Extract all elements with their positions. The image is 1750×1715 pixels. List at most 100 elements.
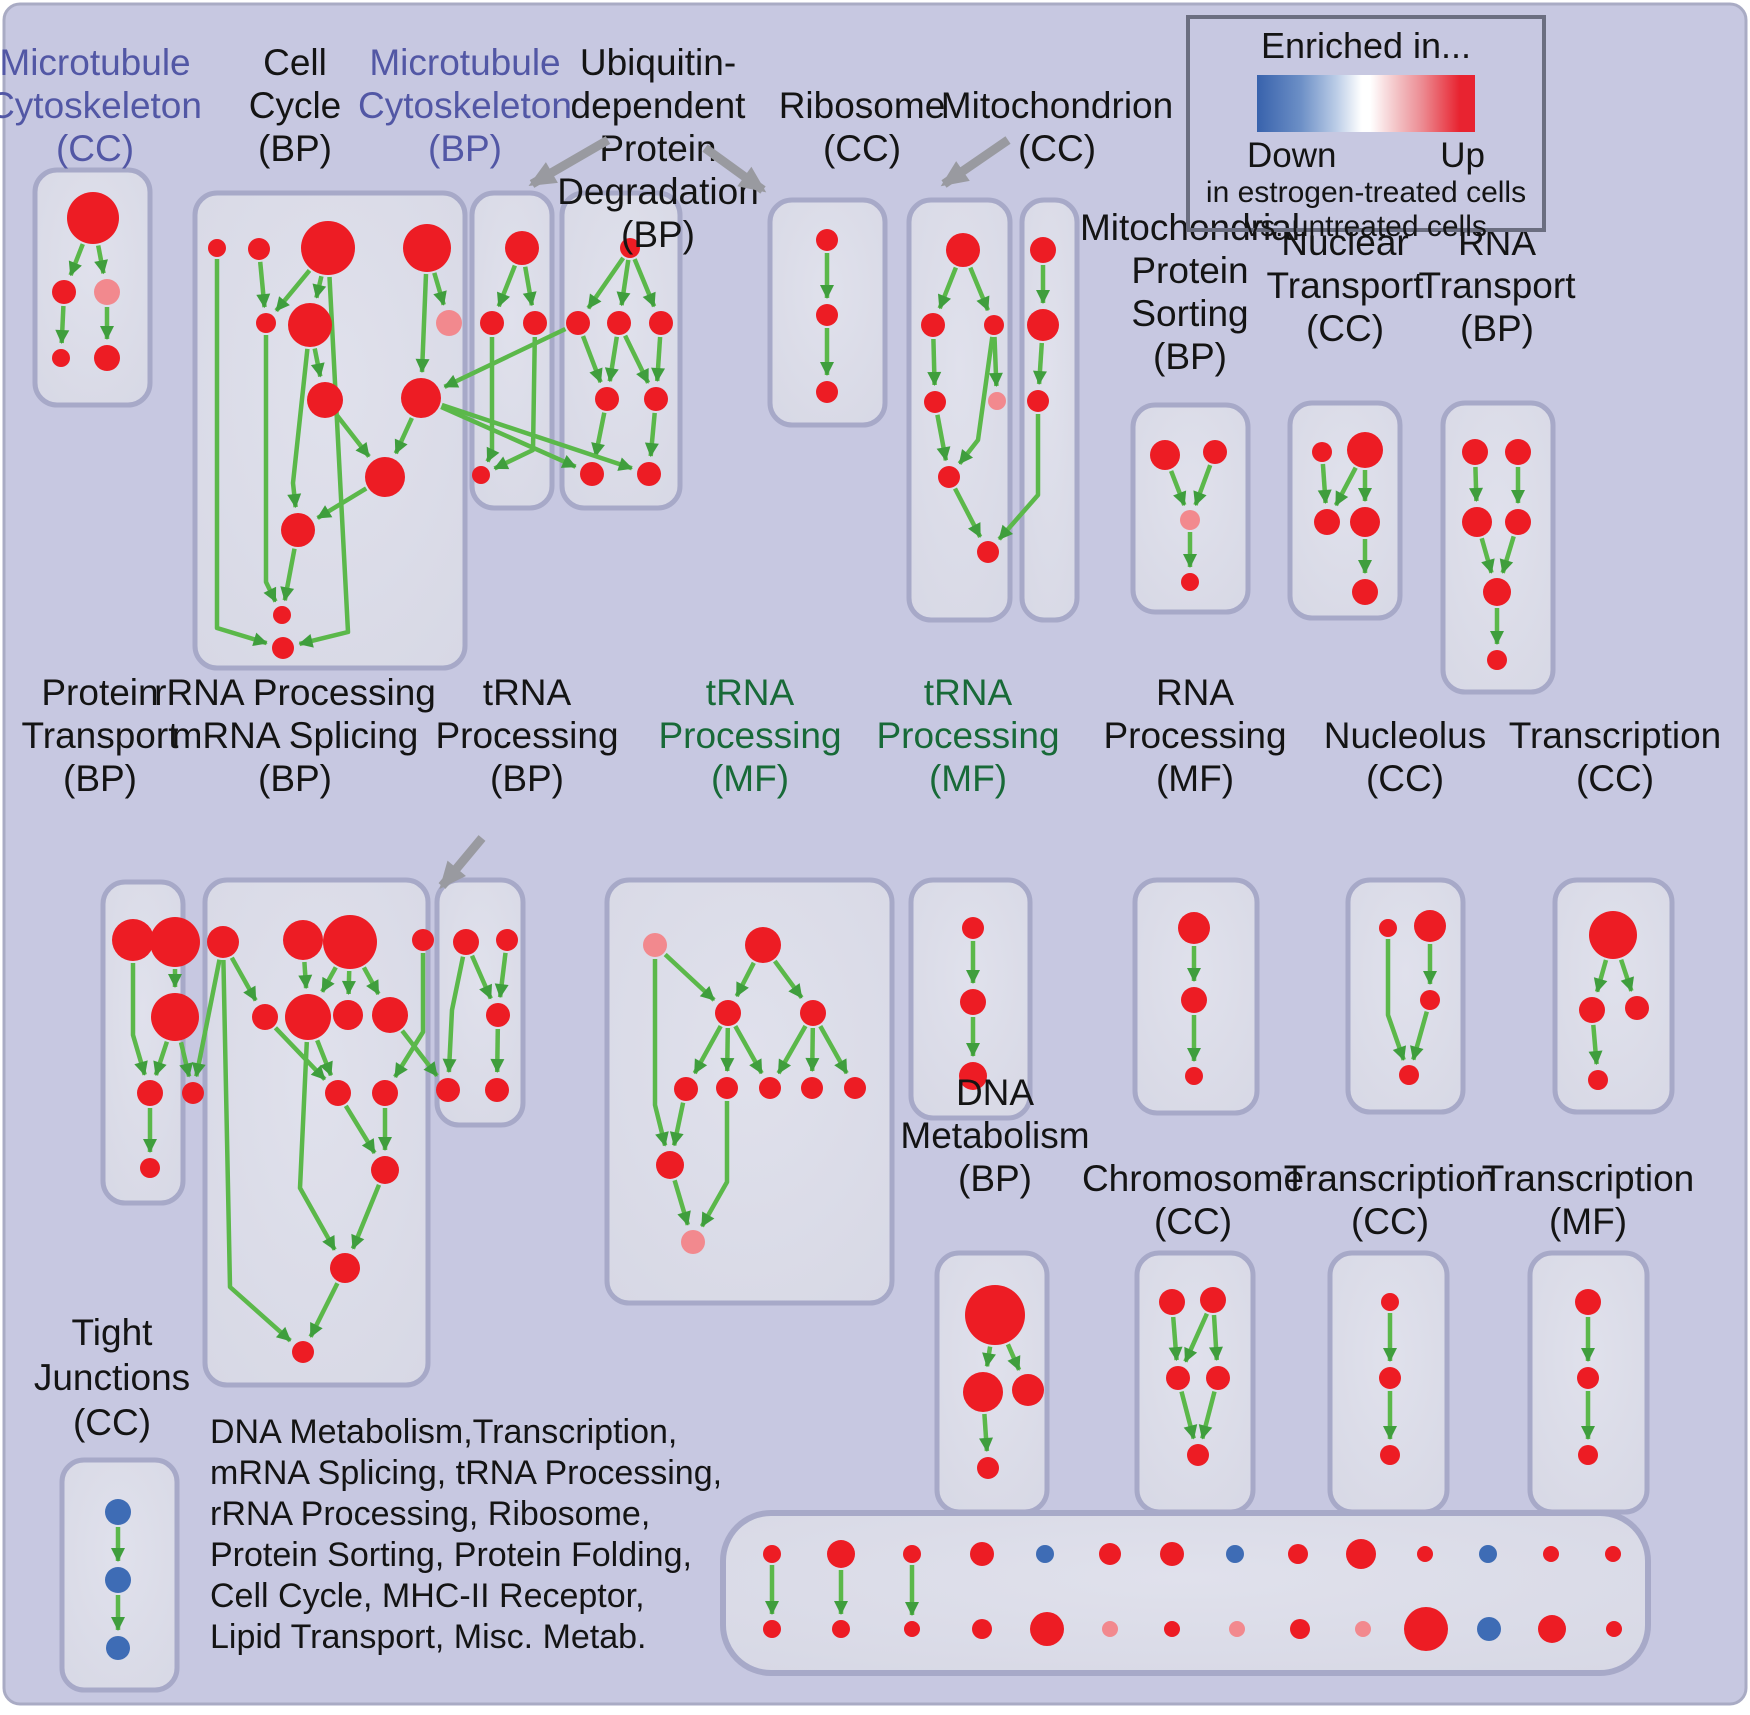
hierarchy-edge [287, 348, 310, 509]
cluster-label-mt-cc: (CC) [56, 128, 134, 169]
hierarchy-edge [335, 414, 371, 458]
hierarchy-edge [953, 487, 983, 538]
hierarchy-edge [273, 1026, 327, 1081]
hierarchy-edge [320, 966, 338, 993]
go-term-node [960, 989, 986, 1015]
go-term-node [1578, 1445, 1598, 1465]
go-term-node [273, 606, 291, 624]
hierarchy-edge [1317, 463, 1332, 504]
go-term-node [921, 313, 945, 337]
cluster-box-nuclear-transport [1287, 400, 1403, 621]
go-term-node [472, 466, 490, 484]
go-term-node [972, 1619, 992, 1639]
annotation-arrow [528, 136, 611, 188]
go-term-node [938, 466, 960, 488]
go-term-node [486, 1003, 510, 1027]
cluster-label-tight-junctions: (CC) [73, 1402, 151, 1443]
hierarchy-edge [94, 245, 108, 275]
hierarchy-edge [623, 334, 651, 384]
hierarchy-edge [393, 953, 426, 1079]
cluster-label-mitochondrion: (CC) [1018, 128, 1096, 169]
hierarchy-edge [1209, 1314, 1223, 1361]
hierarchy-edge [178, 1041, 193, 1078]
misc-clusters-text-block: DNA Metabolism,Transcription, mRNA Splic… [210, 1412, 770, 1658]
hierarchy-edge [350, 1183, 382, 1250]
hierarchy-edge [1410, 1010, 1429, 1061]
cluster-box-mt-cc [32, 167, 153, 408]
hierarchy-edge [1032, 342, 1047, 385]
go-term-node [681, 1230, 705, 1254]
go-term-node [1487, 650, 1507, 670]
misc-text-line: Lipid Transport, Misc. Metab. [210, 1618, 647, 1656]
hierarchy-edge [591, 412, 607, 458]
cluster-label-protein-transport: (BP) [63, 758, 137, 799]
cluster-label-tight-junctions: Tight [72, 1312, 154, 1353]
cluster-box-transcription-cc-a [1552, 877, 1675, 1115]
go-term-node [505, 231, 539, 265]
cluster-label-trna-mf-b: tRNA [924, 672, 1013, 713]
hierarchy-edge [652, 959, 669, 1147]
go-term-node [1030, 237, 1056, 263]
go-term-node [252, 1004, 278, 1030]
go-term-node [977, 1457, 999, 1479]
go-term-node [643, 933, 667, 957]
go-term-node [1625, 996, 1649, 1020]
color-scale-legend: Enriched in... Down Up in estrogen-treat… [1186, 15, 1546, 243]
labels-layer: MicrotubuleCytoskeleton(CC)CellCycle(BP)… [0, 42, 1721, 1443]
hierarchy-edge [256, 261, 271, 309]
go-term-node [485, 1078, 509, 1102]
hierarchy-edge [441, 402, 633, 471]
hierarchy-edge [1588, 1024, 1603, 1066]
go-term-node [965, 1285, 1025, 1345]
go-term-node [1477, 1617, 1501, 1641]
go-term-node [137, 1080, 163, 1106]
go-term-node [1588, 1070, 1608, 1090]
blue-red-gradient-bar [1257, 75, 1475, 132]
misc-text-line: DNA Metabolism,Transcription, [210, 1413, 678, 1451]
hierarchy-edge [979, 1413, 994, 1452]
go-term-node [988, 392, 1006, 410]
hierarchy-edge [415, 273, 430, 373]
hierarchy-edge [1385, 939, 1407, 1061]
legend-title: Enriched in... [1260, 25, 1472, 66]
cluster-label-mito-sorting: Mitochondrial [1080, 207, 1300, 248]
go-term-node [307, 382, 343, 418]
go-term-node [1538, 1615, 1566, 1643]
hierarchy-edge [651, 336, 666, 382]
go-term-node [1185, 1067, 1203, 1085]
hierarchy-edge [1183, 1312, 1209, 1363]
go-term-node [1505, 439, 1531, 465]
go-term-node [1350, 507, 1380, 537]
cluster-label-rrna-mrna: (BP) [258, 758, 332, 799]
go-term-node [620, 238, 640, 258]
go-term-node [1027, 390, 1049, 412]
go-term-node [1399, 1065, 1419, 1085]
go-term-node [401, 378, 441, 418]
hierarchy-edge [229, 956, 258, 1002]
go-term-node [644, 387, 668, 411]
go-term-node [1381, 1293, 1399, 1311]
cluster-label-mitochondrion: Mitochondrion [941, 85, 1173, 126]
go-term-node [832, 1620, 850, 1638]
hierarchy-edge [315, 1039, 334, 1077]
go-term-node [140, 1158, 160, 1178]
go-term-node [1203, 440, 1227, 464]
hierarchy-edge [400, 1029, 439, 1078]
go-term-node [801, 1077, 823, 1099]
hierarchy-edge [772, 959, 804, 1000]
go-term-node [1462, 439, 1488, 465]
cluster-label-nucleolus: Nucleolus [1324, 715, 1486, 756]
go-term-node [1102, 1621, 1118, 1637]
go-term-node [453, 929, 479, 955]
go-term-node [1579, 997, 1605, 1023]
go-term-node [283, 920, 323, 960]
go-term-node [716, 1077, 738, 1099]
cluster-label-mito-sorting: Sorting [1131, 293, 1248, 334]
go-term-node [1347, 432, 1383, 468]
go-term-node [1312, 442, 1332, 462]
go-term-node [325, 1080, 351, 1106]
go-term-node [208, 239, 226, 257]
go-term-node [977, 541, 999, 563]
hierarchy-edge [496, 264, 517, 308]
go-term-node [52, 349, 70, 367]
